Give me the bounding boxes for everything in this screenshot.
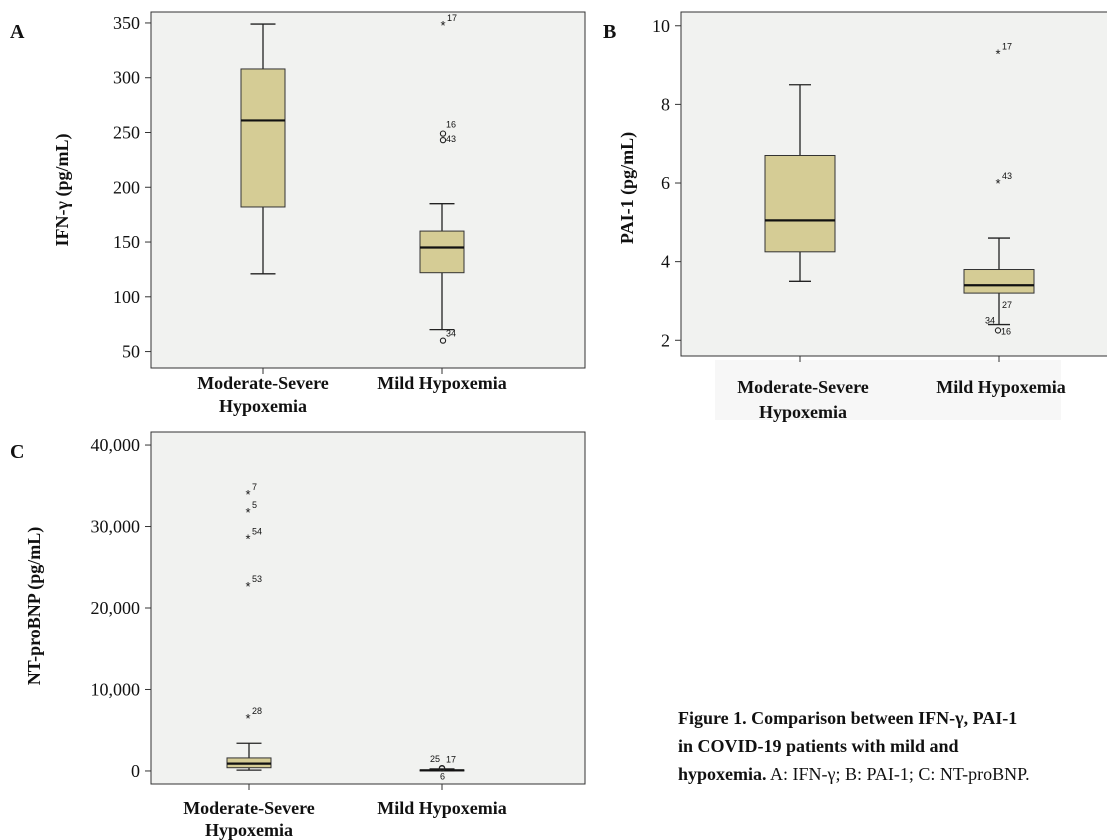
y-tick-label: 2 (661, 330, 670, 350)
y-tick-label: 200 (113, 177, 140, 197)
category-label: Moderate-Severe (737, 377, 869, 397)
y-tick-label: 350 (113, 13, 140, 33)
caption-bold-span: hypoxemia. (678, 764, 767, 784)
y-tick-label: 30,000 (91, 517, 141, 537)
category-label-background (715, 360, 1061, 420)
y-tick-label: 40,000 (91, 435, 141, 455)
outlier-star: * (440, 18, 445, 33)
caption-normal-span: A: IFN-γ; B: PAI-1; C: NT-proBNP. (767, 764, 1030, 784)
outlier-label: 16 (1001, 326, 1011, 336)
panel-label: A (10, 21, 25, 43)
y-tick-label: 300 (113, 68, 140, 88)
category-label: Mild Hypoxemia (936, 377, 1066, 397)
iqr-box (419, 230, 465, 274)
outlier-label: 17 (446, 754, 456, 764)
outlier-star: * (245, 487, 250, 502)
outlier-circle (439, 337, 447, 344)
outlier-label: 7 (252, 482, 257, 492)
y-tick-label: 0 (131, 761, 140, 781)
outlier-label: 28 (252, 706, 262, 716)
outlier-label: 34 (985, 316, 995, 326)
box-1: * 7*5* 54* 53* 28 (226, 482, 272, 771)
outlier-label: 34 (446, 329, 456, 339)
plot-area (150, 431, 586, 785)
outlier-label: 53 (252, 574, 262, 584)
outlier-circle (439, 137, 447, 144)
outlier-label: 43 (1002, 171, 1012, 181)
outlier-star: * (995, 176, 1000, 191)
y-tick-label: 150 (113, 232, 140, 252)
outlier-label: 16 (446, 120, 456, 130)
box-2: 25 176 (419, 754, 465, 782)
category-label: Mild Hypoxemia (377, 373, 507, 393)
y-tick-label: 6 (661, 173, 670, 193)
category-label: Hypoxemia (219, 396, 307, 416)
caption-line: hypoxemia. A: IFN-γ; B: PAI-1; C: NT-pro… (678, 764, 1030, 784)
y-tick-label: 50 (122, 342, 140, 362)
category-label: Moderate-Severe (197, 373, 329, 393)
box-1 (764, 84, 836, 282)
outlier-circle (994, 327, 1002, 334)
outlier-star: * (245, 711, 250, 726)
box-1 (240, 23, 286, 275)
panel-A: A IFN-γ (pg/mL) 50 100 150 200 250 300 350 Modera… (10, 11, 586, 416)
panel-C: C NT-proBNP (pg/mL) 0 10,000 20,000 30,000 40,… (10, 431, 586, 840)
category-label: Hypoxemia (759, 402, 847, 422)
outlier-label: 6 (440, 772, 445, 782)
outlier-label: 54 (252, 527, 262, 537)
category-label: Mild Hypoxemia (377, 798, 507, 818)
outlier-star: * (995, 46, 1000, 61)
outlier-label: 43 (446, 134, 456, 144)
box-2: * 17 16 43 34 (419, 13, 465, 344)
outlier-label: 17 (1002, 41, 1012, 51)
plot-area (150, 11, 586, 369)
outlier-star: * (245, 505, 250, 520)
iqr-box (963, 269, 1035, 294)
caption-bold-span: in COVID-19 patients with mild and (678, 736, 959, 756)
y-tick-label: 8 (661, 94, 670, 114)
y-tick-label: 250 (113, 122, 140, 142)
y-axis-title: NT-proBNP (pg/mL) (24, 527, 45, 686)
iqr-box (764, 154, 836, 253)
outlier-label: 25 (430, 754, 440, 764)
plot-area (680, 11, 1107, 357)
outlier-star: * (245, 532, 250, 547)
caption-line: Figure 1. Comparison between IFN-γ, PAI-… (678, 708, 1017, 728)
panel-label: C (10, 441, 24, 463)
caption-bold-span: Figure 1. Comparison between IFN-γ, PAI-… (678, 708, 1017, 728)
y-tick-label: 10,000 (91, 679, 141, 699)
y-tick-label: 4 (661, 252, 670, 272)
panel-B: B PAI-1 (pg/mL) 2 4 6 8 10 Moderate-Severe Hypox… (603, 11, 1107, 422)
figure-caption: Figure 1. Comparison between IFN-γ, PAI-… (678, 708, 1030, 784)
outlier-label: 27 (1002, 300, 1012, 310)
y-tick-label: 20,000 (91, 598, 141, 618)
outlier-circle (438, 765, 446, 772)
caption-line: in COVID-19 patients with mild and (678, 736, 959, 756)
y-axis-title: IFN-γ (pg/mL) (52, 134, 73, 247)
y-tick-label: 10 (652, 16, 670, 36)
category-label: Hypoxemia (205, 820, 293, 840)
iqr-box (240, 68, 286, 208)
y-tick-label: 100 (113, 287, 140, 307)
outlier-label: 5 (252, 500, 257, 510)
outlier-star: * (245, 579, 250, 594)
category-label: Moderate-Severe (183, 798, 315, 818)
caption-text: Figure 1. Comparison between IFN-γ, PAI-… (678, 708, 1030, 784)
panel-label: B (603, 21, 616, 43)
outlier-circle (439, 130, 447, 137)
outlier-label: 17 (447, 13, 457, 23)
y-axis-title: PAI-1 (pg/mL) (617, 132, 638, 244)
